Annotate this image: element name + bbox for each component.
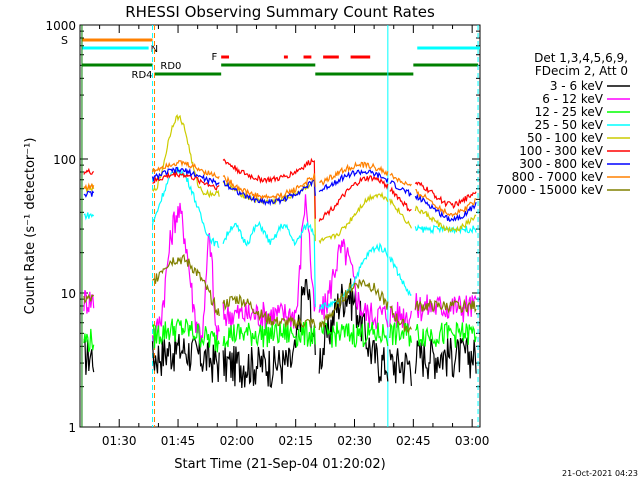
series-line-7000to15000keV [83,253,477,335]
timestamp: 21-Oct-2021 04:23 [562,469,638,478]
rd0-flag-label: RD0 [160,61,181,72]
series-line-300to800keV [83,166,477,222]
plot-frame [79,24,481,428]
x-tick-label: 01:30 [102,434,137,448]
legend-header: FDecim 2, Att 0 [535,64,628,78]
x-axis-label: Start Time (21-Sep-04 01:20:02) [174,457,385,472]
series-line-25to50keV [83,167,477,310]
x-tick-label: 01:45 [161,434,196,448]
y-tick-label: 1 [68,421,76,435]
x-axis-ticks: 01:30 01:45 02:00 02:15 02:30 02:45 03:00 [99,25,490,448]
legend-label: 300 - 800 keV [519,157,603,171]
x-tick-label: 02:30 [337,434,372,448]
legend-label: 100 - 300 keV [519,144,603,158]
rd4-flag-label: RD4 [132,70,153,81]
chart-title: RHESSI Observing Summary Count Rates [125,3,435,21]
series-line-12to25keV [83,318,477,353]
legend-label: 50 - 100 keV [527,131,604,145]
saa-flag-label: S [61,34,68,47]
legend-label: 7000 - 15000 keV [496,183,603,197]
series-line-100to300keV [83,157,477,222]
y-tick-label: 1000 [45,19,76,33]
flare-flag-label: F [211,52,217,63]
series-line-50to100keV [83,113,477,245]
series-line-800to7000keV [83,159,477,218]
legend-label: 800 - 7000 keV [512,170,604,184]
x-tick-label: 03:00 [455,434,490,448]
flag-bars: SNFRD0RD4 [61,25,480,427]
series-line-3to6keV [83,278,477,389]
legend-label: 12 - 25 keV [535,105,604,119]
y-tick-label: 10 [61,287,76,301]
y-axis-ticks: 1 10 100 1000 [45,19,480,435]
legend: Det 1,3,4,5,6,9,FDecim 2, Att 03 - 6 keV… [496,51,630,197]
series-line-6to12keV [83,194,477,343]
series-lines [83,113,477,389]
legend-label: 25 - 50 keV [535,118,604,132]
x-tick-label: 02:45 [396,434,431,448]
y-axis-label: Count Rate (s⁻¹ detector⁻¹) [23,138,38,315]
legend-label: 6 - 12 keV [542,92,604,106]
y-tick-label: 100 [53,153,76,167]
legend-label: 3 - 6 keV [550,79,604,93]
legend-header: Det 1,3,4,5,6,9, [534,51,628,65]
x-tick-label: 02:00 [220,434,255,448]
x-tick-label: 02:15 [278,434,313,448]
